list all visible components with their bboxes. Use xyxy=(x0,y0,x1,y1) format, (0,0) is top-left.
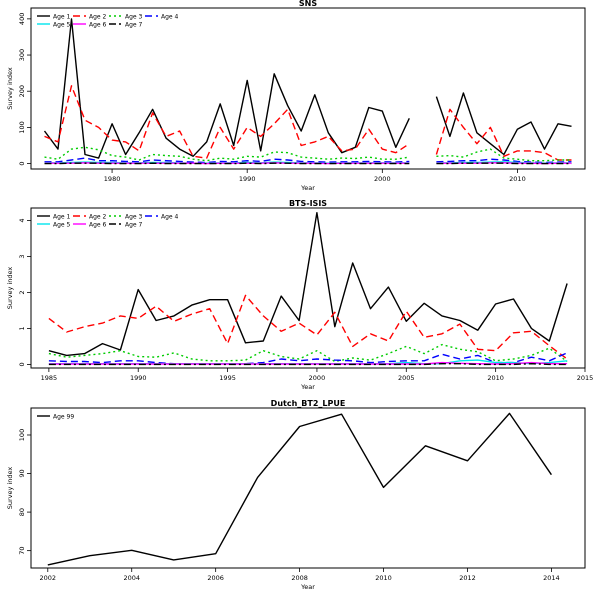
legend-label: Age 4 xyxy=(161,213,179,220)
x-tick-label: 2008 xyxy=(291,574,308,582)
x-tick-label: 1985 xyxy=(41,374,58,382)
y-tick-label: 0 xyxy=(18,162,26,166)
legend-item-age-4: Age 4 xyxy=(145,13,179,20)
y-tick-label: 70 xyxy=(18,547,26,555)
x-tick-label: 2010 xyxy=(487,374,504,382)
y-tick-label: 100 xyxy=(18,429,26,441)
y-tick-label: 400 xyxy=(18,13,26,25)
legend-label: Age 2 xyxy=(89,213,107,220)
legend-label: Age 99 xyxy=(53,413,74,420)
x-tick-label: 2004 xyxy=(123,574,140,582)
plot-frame xyxy=(30,407,586,569)
x-axis-label: Year xyxy=(300,583,315,591)
legend-label: Age 3 xyxy=(125,13,143,20)
series-line-age-1 xyxy=(48,212,568,357)
legend-label: Age 4 xyxy=(161,13,179,20)
legend-item-age-6: Age 6 xyxy=(73,21,107,28)
series-line-age-2 xyxy=(48,294,568,360)
chart-panel-1: SNS 1980 1990 2000 2010 0 100 200 300 400 Year Surv… xyxy=(6,0,586,192)
legend-item-age-5: Age 5 xyxy=(37,21,71,28)
legend-item-age-4: Age 4 xyxy=(145,213,179,220)
y-tick-label: 4 xyxy=(18,219,26,223)
series-line-age-1 xyxy=(43,18,572,159)
chart-panel-3: Dutch_BT2_LPUE 2002 2004 2006 2008 2010 2012 20… xyxy=(6,399,586,591)
legend-label: Age 6 xyxy=(89,221,107,228)
y-tick-label: 0 xyxy=(18,362,26,366)
y-axis-label: Survey index xyxy=(6,67,14,110)
y-tick-label: 90 xyxy=(18,469,26,477)
series-line-age-3 xyxy=(44,146,572,162)
y-tick-label: 80 xyxy=(18,508,26,516)
series-line-age-4 xyxy=(48,352,568,365)
legend-label: Age 5 xyxy=(53,221,71,228)
legend-item-age-5: Age 5 xyxy=(37,221,71,228)
legend-label: Age 1 xyxy=(53,13,71,20)
x-tick-label: 2010 xyxy=(375,574,392,582)
legend-item-age-1: Age 1 xyxy=(37,213,71,220)
series-line-age-3 xyxy=(48,343,568,363)
legend-label: Age 2 xyxy=(89,13,107,20)
legend-item-age-1: Age 1 xyxy=(37,13,71,20)
x-tick-label: 2006 xyxy=(207,574,224,582)
legend-item-age-7: Age 7 xyxy=(109,21,143,28)
legend-label: Age 7 xyxy=(125,21,143,28)
x-axis-label: Year xyxy=(300,383,315,391)
y-tick-label: 100 xyxy=(18,121,26,133)
plot-frame xyxy=(30,207,586,369)
legend-item-age-3: Age 3 xyxy=(109,213,143,220)
x-tick-label: 2000 xyxy=(309,374,326,382)
chart-title: BTS-ISIS xyxy=(289,199,327,208)
x-tick-label: 1995 xyxy=(219,374,236,382)
legend-item-age-99: Age 99 xyxy=(37,413,74,420)
legend-label: Age 7 xyxy=(125,221,143,228)
x-tick-label: 2015 xyxy=(577,374,594,382)
y-tick-label: 200 xyxy=(18,85,26,97)
chart-panel-2: BTS-ISIS 1985 1990 1995 2000 2005 2010 2015 0 1 2 3… xyxy=(6,199,593,391)
x-tick-label: 2010 xyxy=(509,175,526,183)
series-line-age-2 xyxy=(44,85,572,161)
y-tick-label: 3 xyxy=(18,254,26,258)
y-tick-label: 2 xyxy=(18,290,26,294)
legend-label: Age 6 xyxy=(89,21,107,28)
x-tick-label: 2002 xyxy=(40,574,57,582)
y-tick-label: 300 xyxy=(18,49,26,61)
x-tick-label: 2005 xyxy=(398,374,415,382)
x-tick-label: 2000 xyxy=(374,175,391,183)
x-axis-label: Year xyxy=(300,184,315,192)
x-tick-label: 2012 xyxy=(459,574,476,582)
legend-item-age-2: Age 2 xyxy=(73,213,107,220)
series-line-age-7 xyxy=(48,363,568,366)
legend-label: Age 5 xyxy=(53,21,71,28)
x-tick-label: 1990 xyxy=(239,175,256,183)
legend-item-age-7: Age 7 xyxy=(109,221,143,228)
legend-item-age-6: Age 6 xyxy=(73,221,107,228)
legend-item-age-2: Age 2 xyxy=(73,13,107,20)
chart-title: SNS xyxy=(299,0,317,8)
chart-title: Dutch_BT2_LPUE xyxy=(271,399,346,408)
x-tick-label: 1990 xyxy=(130,374,147,382)
x-tick-label: 2014 xyxy=(543,574,560,582)
legend-item-age-3: Age 3 xyxy=(109,13,143,20)
legend-label: Age 3 xyxy=(125,213,143,220)
plot-frame xyxy=(30,7,586,170)
y-tick-label: 1 xyxy=(18,326,26,330)
y-axis-label: Survey index xyxy=(6,467,14,510)
series-line-age-99 xyxy=(47,412,552,566)
legend-label: Age 1 xyxy=(53,213,71,220)
y-axis-label: Survey index xyxy=(6,267,14,310)
x-tick-label: 1980 xyxy=(104,175,121,183)
